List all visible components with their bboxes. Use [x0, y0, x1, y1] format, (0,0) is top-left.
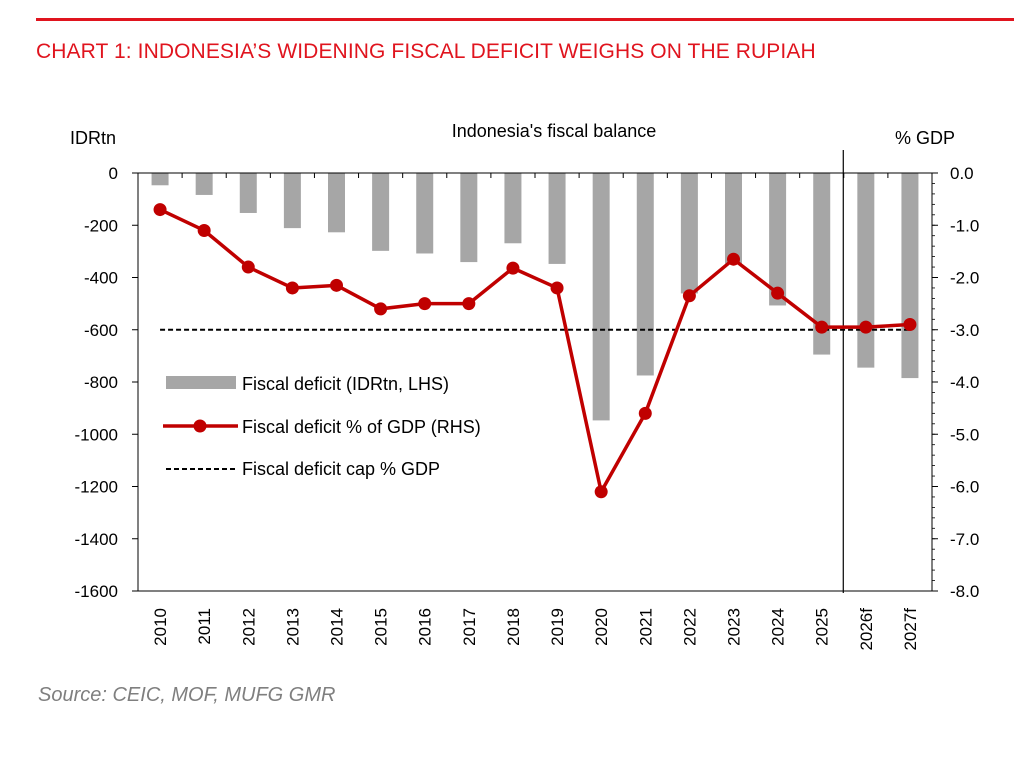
pct-gdp-point-2011: [197, 223, 211, 237]
right-tick-label: -3.0: [950, 321, 979, 340]
x-tick-label: 2017: [460, 608, 479, 646]
x-tick-label: 2021: [636, 608, 655, 646]
pct-gdp-point-2018: [506, 261, 520, 275]
x-tick-label: 2014: [328, 608, 347, 646]
x-tick-label: 2022: [680, 608, 699, 646]
bar-2014: [328, 173, 345, 233]
pct-gdp-point-2027f: [903, 318, 917, 332]
bar-2011: [195, 173, 213, 195]
bar-2020: [592, 173, 610, 421]
bar-2026f: [857, 173, 875, 368]
pct-gdp-point-2024: [771, 286, 785, 300]
bar-2017: [460, 173, 478, 263]
left-tick-label: -200: [84, 216, 118, 235]
pct-gdp-point-2013: [285, 281, 299, 295]
pct-gdp-point-2012: [241, 260, 255, 274]
pct-gdp-point-2016: [418, 297, 432, 311]
left-tick-label: 0: [109, 164, 118, 183]
pct-gdp-point-2010: [153, 203, 167, 217]
left-tick-label: -1400: [75, 530, 118, 549]
bar-2016: [416, 173, 434, 254]
left-tick-label: -1600: [75, 582, 118, 601]
bar-2012: [239, 173, 257, 213]
right-axis-label: % GDP: [895, 128, 955, 148]
x-tick-label: 2020: [592, 608, 611, 646]
pct-gdp-point-2022: [682, 289, 696, 303]
x-tick-label: 2024: [769, 608, 788, 646]
bar-2022: [680, 173, 698, 294]
legend-label-cap: Fiscal deficit cap % GDP: [242, 459, 440, 479]
left-tick-label: -600: [84, 321, 118, 340]
bar-2023: [725, 173, 742, 264]
pct-gdp-line: [159, 207, 911, 494]
right-tick-label: -7.0: [950, 530, 979, 549]
x-tick-label: 2026f: [857, 608, 876, 651]
x-tick-label: 2016: [416, 608, 435, 646]
pct-gdp-point-2014: [330, 278, 343, 292]
pct-gdp-point-2026f: [859, 320, 873, 334]
x-tick-label: 2023: [725, 608, 744, 646]
right-tick-label: 0.0: [950, 164, 974, 183]
right-tick-label: -4.0: [950, 373, 979, 392]
pct-gdp-point-2025: [815, 320, 829, 334]
right-tick-label: -5.0: [950, 425, 979, 444]
pct-gdp-point-2021: [638, 406, 652, 420]
bar-2021: [636, 173, 654, 376]
x-tick-label: 2019: [548, 608, 567, 646]
bar-2013: [283, 173, 301, 229]
pct-gdp-point-2017: [462, 297, 476, 311]
chart-title: Indonesia's fiscal balance: [452, 121, 657, 141]
left-tick-label: -400: [84, 269, 118, 288]
left-tick-label: -1200: [75, 478, 118, 497]
pct-gdp-point-2015: [374, 302, 388, 316]
right-tick-label: -1.0: [950, 216, 979, 235]
pct-gdp-point-2023: [727, 252, 740, 266]
pct-gdp-point-2020: [594, 485, 608, 499]
top-rule: [36, 18, 1014, 21]
x-tick-label: 2025: [813, 608, 832, 646]
legend-swatch-bars: [166, 376, 236, 389]
x-tick-label: 2010: [151, 608, 170, 646]
pct-gdp-point-2019: [550, 281, 564, 295]
left-tick-label: -1000: [75, 425, 118, 444]
left-axis-label: IDRtn: [70, 128, 116, 148]
bar-2025: [813, 173, 831, 355]
right-tick-label: -2.0: [950, 269, 979, 288]
left-tick-label: -800: [84, 373, 118, 392]
legend-label-line: Fiscal deficit % of GDP (RHS): [242, 417, 481, 437]
x-tick-label: 2015: [372, 608, 391, 646]
bar-2019: [548, 173, 566, 264]
bar-2010: [151, 173, 169, 186]
bar-2015: [372, 173, 390, 251]
bar-2024: [769, 173, 787, 306]
source-note: Source: CEIC, MOF, MUFG GMR: [38, 684, 336, 706]
right-tick-label: -8.0: [950, 582, 979, 601]
x-tick-label: 2012: [239, 608, 258, 646]
legend-label-bars: Fiscal deficit (IDRtn, LHS): [242, 374, 449, 394]
x-tick-label: 2018: [504, 608, 523, 646]
bar-2027f: [901, 173, 919, 379]
x-tick-label: 2027f: [901, 608, 920, 651]
x-tick-label: 2013: [283, 608, 302, 646]
legend-swatch-marker: [193, 419, 207, 433]
chart-headline: CHART 1: INDONESIA’S WIDENING FISCAL DEF…: [36, 40, 816, 63]
right-tick-label: -6.0: [950, 478, 979, 497]
bar-2018: [504, 173, 522, 244]
x-tick-label: 2011: [195, 608, 214, 645]
